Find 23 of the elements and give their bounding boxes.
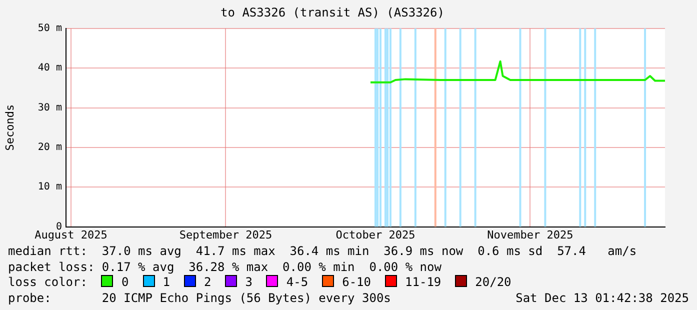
legend-label: 6-10 — [342, 275, 372, 289]
y-tick-label: 20 m — [38, 142, 62, 154]
legend-label: 11-19 — [405, 275, 442, 289]
y-axis-title: Seconds — [3, 104, 16, 151]
legend-label: 4-5 — [286, 275, 308, 289]
legend-label: 2 — [204, 275, 212, 289]
x-tick-label: October 2025 — [336, 228, 416, 242]
legend-label: 0 — [121, 275, 129, 289]
legend-label: 20/20 — [475, 275, 512, 289]
x-tick-label: September 2025 — [179, 228, 272, 242]
y-tick-label: 10 m — [38, 182, 62, 193]
x-tick-label: November 2025 — [487, 228, 574, 242]
legend-label: 3 — [245, 275, 252, 289]
y-tick-label: 50 m — [38, 22, 62, 34]
text: Sat Dec 13 01:42:38 2025 — [516, 290, 689, 306]
legend-title: loss color: — [8, 275, 88, 289]
text: packet loss: 0.17 % avg 36.28 % max 0.00 % min 0.00 % now — [8, 260, 442, 275]
text: probe: 20 ICMP Echo Pings (56 Bytes) every 300s — [8, 290, 391, 304]
chart-title: to AS3326 (transit AS) (AS3326) — [220, 5, 444, 20]
legend-label: 1 — [162, 275, 170, 289]
y-tick-label: 30 m — [38, 102, 62, 114]
y-tick-label: 40 m — [38, 62, 62, 74]
text: median rtt: 37.0 ms avg 41.7 ms max 36.4 ms min 36.9 ms now 0.6 ms sd 57.4 am/s — [8, 244, 638, 260]
